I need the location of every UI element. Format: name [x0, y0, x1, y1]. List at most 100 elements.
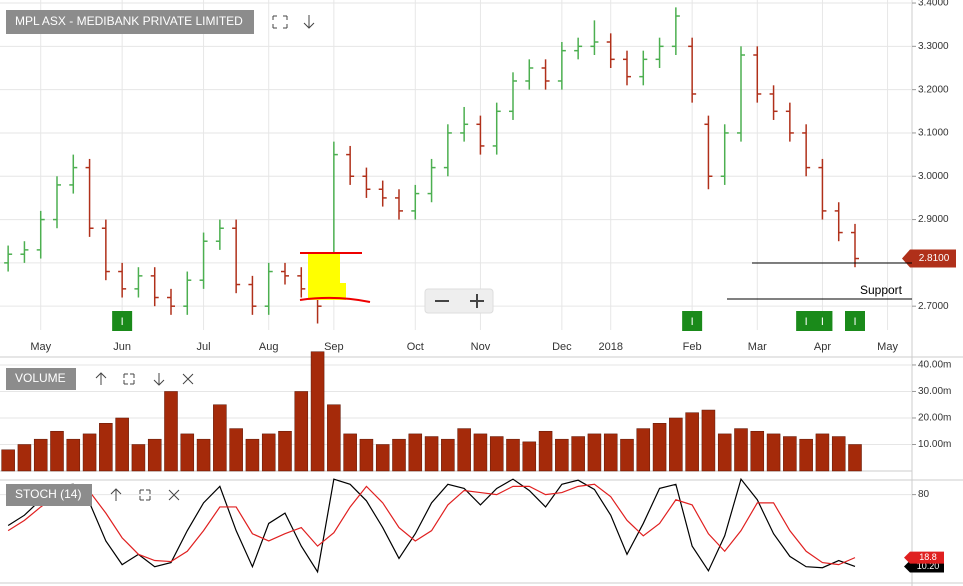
up-icon[interactable]: [95, 372, 107, 385]
x-tick-label: Nov: [471, 341, 491, 353]
y-tick-label: 30.00m: [918, 386, 951, 397]
y-tick-label: 3.1000: [918, 128, 949, 139]
close-icon[interactable]: [182, 373, 194, 385]
volume-bar: [669, 417, 683, 472]
volume-bar: [131, 444, 146, 472]
volume-bar: [522, 441, 537, 472]
x-tick-label: May: [877, 341, 898, 353]
y-tick-label: 3.2000: [918, 84, 949, 95]
drawings: Support: [299, 252, 912, 303]
volume-bar: [1, 449, 15, 472]
event-marker: [845, 311, 865, 331]
volume-bar: [587, 433, 602, 472]
volume-bar: [99, 423, 113, 472]
volume-bar: [571, 436, 585, 472]
down-icon[interactable]: [303, 15, 315, 29]
volume-bar: [196, 438, 211, 472]
y-tick-label: 2.7000: [918, 301, 949, 312]
event-label: I: [805, 316, 808, 328]
event-label: I: [121, 316, 124, 328]
volume-bar: [213, 404, 227, 472]
volume-bar: [685, 412, 699, 472]
last-price-tag: [902, 249, 956, 268]
x-tick-label: Dec: [552, 341, 572, 353]
last-price-label: 2.8100: [919, 253, 950, 264]
event-marker: [112, 311, 133, 331]
volume-bar: [392, 438, 406, 472]
y-tick-label: 80: [918, 489, 930, 500]
close-icon[interactable]: [168, 489, 180, 501]
x-tick-label: Jun: [113, 341, 131, 353]
volume-bar: [343, 433, 357, 472]
title-box: [6, 368, 76, 390]
volume-bar: [717, 433, 732, 472]
volume-bar: [603, 433, 618, 472]
highlight: [330, 283, 346, 300]
last-value-label: 10.20: [917, 561, 940, 571]
up-icon[interactable]: [110, 488, 122, 501]
volume-bar: [799, 438, 813, 472]
volume-bar: [375, 444, 390, 472]
volume-bar: [245, 438, 260, 472]
title-box: [6, 484, 92, 506]
last-value-label: 18.8: [919, 552, 937, 562]
volume-bar: [555, 438, 569, 472]
volume-bar: [66, 438, 81, 472]
volume-bar: [848, 444, 862, 472]
volume-bar: [783, 436, 797, 472]
volume-bar: [701, 409, 716, 472]
x-tick-label: Mar: [748, 341, 767, 353]
y-tick-label: 3.0000: [918, 171, 949, 182]
y-tick-label: 10.00m: [918, 439, 951, 450]
last-value-tag: [904, 551, 944, 564]
y-tick-label: 2.9000: [918, 214, 949, 225]
x-tick-label: Jul: [197, 341, 211, 353]
volume-bar: [408, 433, 423, 472]
event-label: I: [853, 316, 856, 328]
volume-bar: [457, 428, 471, 472]
volume-bar: [652, 423, 667, 472]
volume-bar: [115, 417, 129, 472]
zoom-controls: [424, 288, 494, 314]
x-tick-label: Feb: [683, 341, 702, 353]
expand-icon[interactable]: [272, 15, 288, 29]
panel-title: VOLUME: [15, 371, 66, 385]
volume-bar: [327, 404, 341, 472]
chart-title: MPL ASX - MEDIBANK PRIVATE LIMITED: [15, 14, 243, 28]
panel-title: STOCH (14): [15, 487, 81, 501]
volume-bar: [538, 430, 553, 472]
event-label: I: [821, 316, 824, 328]
volume-bar: [506, 438, 520, 472]
volume-bar: [766, 433, 781, 472]
down-icon[interactable]: [153, 373, 165, 386]
volume-bar: [17, 444, 32, 472]
volume-bar: [815, 433, 830, 472]
event-label: I: [691, 316, 694, 328]
event-marker: [682, 311, 703, 331]
stoch-line: [7, 483, 856, 566]
x-tick-label: Sep: [324, 341, 344, 353]
stoch-line: [7, 477, 856, 574]
volume-bar: [261, 433, 276, 472]
volume-bar: [229, 428, 243, 472]
volume-bar: [164, 391, 178, 472]
volume-bar: [636, 428, 651, 472]
volume-bar: [180, 433, 195, 472]
volume-bar: [620, 438, 634, 472]
drawn-curve: [299, 296, 371, 303]
volume-bar: [50, 430, 64, 472]
expand-icon[interactable]: [139, 489, 151, 501]
y-tick-label: 3.3000: [918, 41, 949, 52]
volume-bar: [33, 438, 48, 472]
title-box: [6, 10, 254, 34]
volume-bar: [831, 436, 846, 472]
annotation: Support: [860, 283, 903, 297]
volume-bar: [750, 430, 765, 472]
volume-bar: [310, 351, 325, 472]
volume-bar: [734, 428, 748, 472]
volume-bar: [424, 436, 439, 472]
volume-bar: [294, 391, 309, 472]
volume-bar: [278, 430, 292, 472]
expand-icon[interactable]: [123, 373, 135, 385]
